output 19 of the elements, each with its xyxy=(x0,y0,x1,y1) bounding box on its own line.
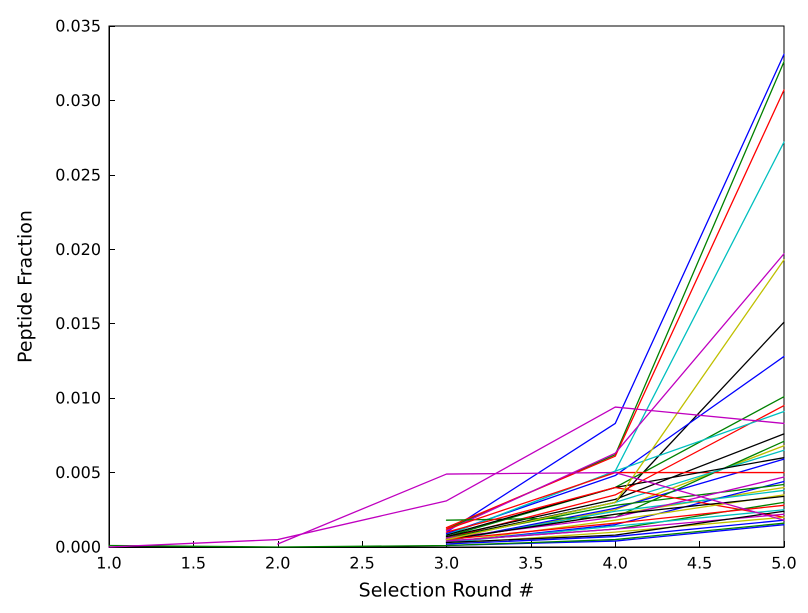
y-tick-label: 0.005 xyxy=(55,463,101,482)
x-tick-label: 3.5 xyxy=(518,554,544,572)
x-tick-label: 5.0 xyxy=(771,554,797,572)
x-axis-title: Selection Round # xyxy=(358,580,534,602)
y-tick-label: 0.035 xyxy=(55,16,101,36)
x-tick-label: 1.0 xyxy=(96,554,122,572)
y-axis-title: Peptide Fraction xyxy=(14,210,36,363)
x-tick-label: 4.5 xyxy=(686,554,712,572)
x-tick-label: 4.0 xyxy=(602,554,628,572)
y-tick-label: 0.020 xyxy=(55,240,101,259)
x-tick-label: 1.5 xyxy=(180,554,206,572)
x-tick-label: 2.5 xyxy=(349,554,375,572)
x-tick-label: 3.0 xyxy=(434,554,460,572)
y-tick-label: 0.000 xyxy=(55,538,101,556)
y-tick-label: 0.010 xyxy=(55,388,101,408)
y-tick-label: 0.030 xyxy=(55,90,101,110)
x-tick-label: 2.0 xyxy=(265,554,290,572)
y-tick-label: 0.025 xyxy=(55,165,101,184)
y-tick-label: 0.015 xyxy=(55,314,101,334)
